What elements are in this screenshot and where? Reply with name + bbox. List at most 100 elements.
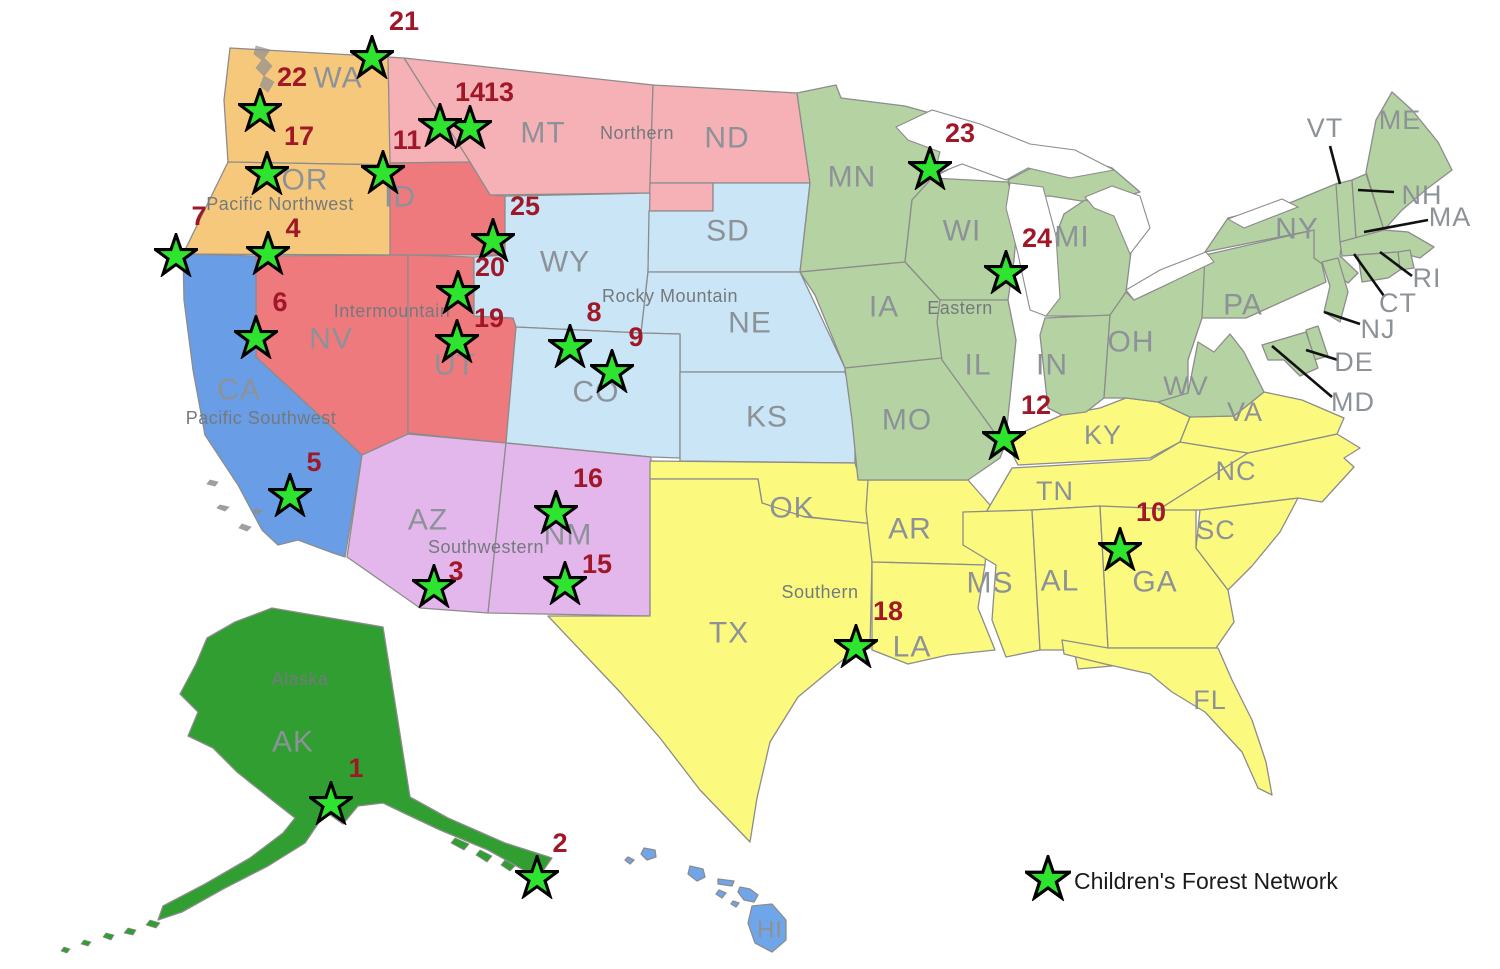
state-label-tn: TN: [1036, 476, 1074, 506]
callout-line-nh: [1357, 188, 1395, 194]
state-label-ks: KS: [746, 401, 788, 434]
region-label-southwestern: Southwestern: [428, 537, 544, 557]
site-number-20: 20: [475, 252, 505, 282]
site-number-2: 2: [552, 828, 567, 858]
state-labels: WA OR CA NV ID MT ND SD WY NE KS CO UT A…: [217, 62, 1472, 944]
site-number-16: 16: [573, 463, 603, 493]
state-label-ri: RI: [1413, 263, 1442, 293]
region-label-southern: Southern: [781, 582, 858, 602]
state-label-la: LA: [893, 631, 932, 664]
site-number-9: 9: [628, 322, 643, 352]
site-number-1: 1: [348, 753, 363, 783]
state-label-ms: MS: [967, 567, 1014, 600]
state-label-mn: MN: [828, 161, 877, 194]
site-number-6: 6: [272, 287, 287, 317]
site-number-8: 8: [586, 297, 601, 327]
callout-line-ct: [1352, 253, 1386, 297]
region-label-pacific-southwest: Pacific Southwest: [186, 408, 337, 428]
callout-lines: [1271, 145, 1429, 398]
lakes-layer: [206, 45, 1300, 532]
callout-line-ma: [1363, 218, 1429, 234]
state-label-ct: CT: [1379, 288, 1417, 318]
state-ak[interactable]: [157, 607, 553, 921]
state-nj[interactable]: [1321, 257, 1349, 323]
state-label-wv: WV: [1163, 371, 1209, 401]
state-fl[interactable]: [1061, 639, 1273, 796]
legend-label: Children's Forest Network: [1074, 868, 1338, 894]
site-number-22: 22: [277, 62, 307, 92]
callout-line-nj: [1323, 310, 1361, 326]
state-label-hi: HI: [757, 917, 783, 944]
region-labels: Pacific Northwest Northern Intermountain…: [186, 123, 993, 689]
state-label-ky: KY: [1084, 420, 1122, 450]
state-label-fl: FL: [1193, 685, 1227, 715]
state-label-mo: MO: [882, 404, 932, 437]
map-legend: Children's Forest Network: [1025, 855, 1338, 900]
state-label-ak: AK: [272, 726, 314, 759]
site-number-19: 19: [474, 303, 504, 333]
site-number-12: 12: [1021, 390, 1051, 420]
state-label-ca: CA: [217, 374, 261, 407]
lake-michigan: [1005, 182, 1061, 317]
region-label-eastern: Eastern: [927, 298, 993, 318]
lake-huron: [1084, 185, 1151, 256]
state-wv[interactable]: [1157, 333, 1265, 418]
state-label-in: IN: [1036, 349, 1068, 382]
site-number-4: 4: [285, 213, 300, 243]
state-label-tx: TX: [709, 617, 749, 650]
region-label-northern: Northern: [600, 123, 674, 143]
state-label-il: IL: [964, 349, 991, 382]
site-number-21: 21: [389, 6, 419, 36]
site-numbers: 1 2 3 4 5 6 7 8 9 10 11 12 13 14 15 16 1…: [191, 6, 1166, 858]
state-label-al: AL: [1041, 565, 1080, 598]
site-number-25: 25: [510, 191, 540, 221]
lake-ontario: [1226, 198, 1300, 229]
site-number-17: 17: [284, 121, 314, 151]
state-label-mi: MI: [1054, 221, 1089, 254]
state-label-nd: ND: [704, 122, 749, 155]
state-ca[interactable]: [182, 253, 363, 558]
site-number-5: 5: [306, 447, 321, 477]
states-layer: [60, 47, 1453, 954]
state-la[interactable]: [871, 561, 996, 665]
site-number-23: 23: [945, 118, 975, 148]
state-label-va: VA: [1227, 397, 1263, 427]
state-label-wa: WA: [313, 62, 362, 95]
state-label-ia: IA: [869, 291, 899, 324]
state-label-nh: NH: [1402, 180, 1443, 210]
site-number-3: 3: [448, 556, 463, 586]
puget-sound-detail: [253, 45, 275, 93]
state-label-ne: NE: [728, 307, 772, 340]
state-label-ga: GA: [1132, 566, 1177, 599]
state-label-az: AZ: [408, 504, 448, 537]
callout-line-md: [1271, 345, 1333, 398]
callout-line-vt: [1328, 145, 1342, 185]
site-number-11: 11: [393, 125, 422, 155]
state-me[interactable]: [1365, 91, 1453, 231]
state-label-nc: NC: [1216, 456, 1257, 486]
state-label-or: OR: [282, 164, 329, 197]
state-label-nv: NV: [309, 323, 353, 356]
region-label-intermountain: Intermountain: [334, 301, 451, 321]
region-label-alaska: Alaska: [271, 669, 329, 689]
lake-erie: [1125, 251, 1215, 301]
site-number-24: 24: [1022, 223, 1052, 253]
state-label-ar: AR: [888, 513, 932, 546]
alaska-panhandle-islands: [450, 837, 516, 872]
state-label-vt: VT: [1307, 113, 1344, 143]
site-number-15: 15: [582, 549, 612, 579]
state-label-oh: OH: [1108, 326, 1155, 359]
state-label-de: DE: [1334, 347, 1374, 377]
state-hi[interactable]: [624, 847, 787, 953]
state-md[interactable]: [1261, 331, 1319, 377]
state-sd-northwest-corner[interactable]: [648, 182, 714, 212]
site-number-13: 13: [484, 77, 514, 107]
aleutian-islands: [60, 919, 161, 954]
state-label-wy: WY: [540, 246, 590, 279]
state-label-nj: NJ: [1361, 314, 1396, 344]
state-tx[interactable]: [547, 478, 875, 843]
site-number-7: 7: [191, 201, 206, 231]
state-label-ny: NY: [1275, 213, 1319, 246]
state-label-ma: MA: [1429, 202, 1472, 232]
